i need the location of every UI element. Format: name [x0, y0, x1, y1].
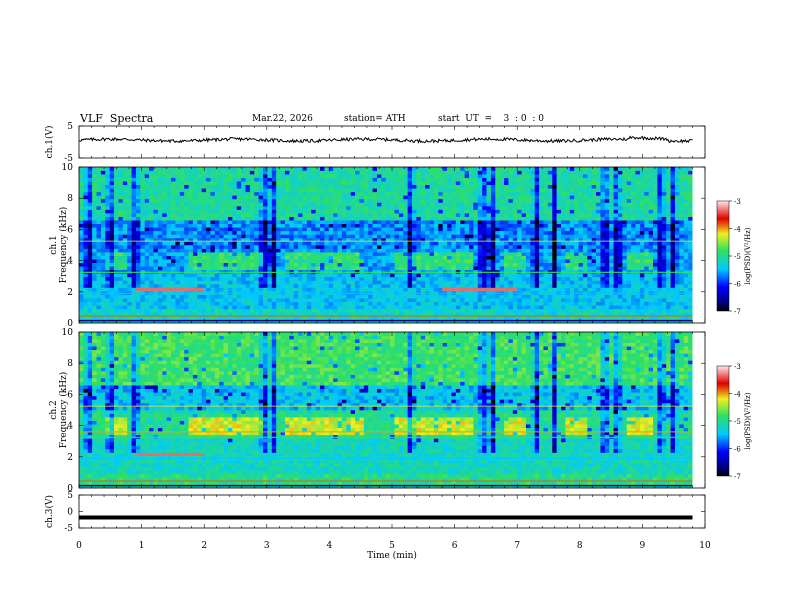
- x-tick-label: 0: [76, 541, 82, 551]
- ch2-spectrogram-colorbar-tick: -6: [734, 446, 741, 454]
- ch2-spectrogram-colorbar-tick: -4: [734, 391, 741, 399]
- x-tick-label: 4: [327, 541, 333, 551]
- header-start-time: start UT = 3 : 0 : 0: [438, 114, 544, 124]
- ch1-spectrogram-colorbar: [716, 200, 730, 312]
- x-tick-label: 9: [640, 541, 646, 551]
- ch2-spectrogram-ylabel: ch.2Frequency (kHz): [49, 372, 69, 449]
- ch2-spectrogram-colorbar-tick: -3: [734, 363, 741, 371]
- ch1-spectrogram-colorbar-tick: -7: [734, 308, 741, 316]
- ch1-waveform-frame: [78, 125, 706, 159]
- header-station: station= ATH: [344, 114, 406, 124]
- x-tick-label: 6: [452, 541, 458, 551]
- ch1-spectrogram-colorbar-tick: -6: [734, 281, 741, 289]
- ch2-spectrogram-colorbar-tick: -5: [734, 418, 741, 426]
- x-axis-label: Time (min): [367, 550, 417, 561]
- x-tick-label: 8: [577, 541, 583, 551]
- x-tick-label: 5: [389, 541, 395, 551]
- x-tick-label: 1: [139, 541, 145, 551]
- ch1-spectrogram-colorbar-tick: -4: [734, 226, 741, 234]
- ch1-spectrogram-ytick-label: 4: [67, 257, 73, 267]
- ch2-spectrogram-ytick-label: 4: [67, 422, 73, 432]
- ch1-waveform-trace: [78, 135, 693, 144]
- ch3-waveform-ylabel: ch.3(V): [44, 495, 55, 528]
- ch2-spectrogram-ytick-label: 10: [62, 328, 74, 338]
- x-tick-label: 2: [201, 541, 207, 551]
- ch2-spectrogram-highlight-0: [135, 452, 205, 456]
- ch1-waveform-ytick-label: 5: [67, 122, 73, 132]
- ch1-spectrogram-ytick-label: 2: [67, 288, 73, 298]
- ch3-waveform-ytick-label: -5: [64, 524, 73, 534]
- ch1-waveform-ytick-label: -5: [64, 154, 73, 164]
- ch2-spectrogram-cells: [79, 332, 705, 489]
- ch3-waveform-ytick-label: 5: [67, 491, 73, 501]
- ch1-spectrogram-ytick-label: 8: [67, 194, 73, 204]
- ch1-spectrogram-ytick-label: 10: [62, 163, 74, 173]
- ch1-waveform-ylabel: ch.1(V): [44, 126, 55, 159]
- ch2-spectrogram-ytick-label: 8: [67, 359, 73, 369]
- ch2-spectrogram-ytick-label: 0: [67, 484, 73, 494]
- ch1-spectrogram-highlight-0: [135, 287, 205, 291]
- x-tick-label: 3: [264, 541, 270, 551]
- ch1-spectrogram-highlight-1: [442, 287, 518, 291]
- ch1-spectrogram-colorbar-tick: -3: [734, 198, 741, 206]
- header-date: Mar.22, 2026: [252, 114, 313, 124]
- ch3-waveform-ytick-label: 0: [67, 508, 73, 518]
- ch1-spectrogram-colorbar-tick: -5: [734, 253, 741, 261]
- ch1-spectrogram-ylabel: ch.1Frequency (kHz): [49, 207, 69, 284]
- ch2-spectrogram-colorbar: [716, 365, 730, 477]
- ch1-spectrogram-ytick-label: 6: [67, 225, 73, 235]
- chart-title: VLF Spectra: [80, 112, 154, 125]
- ch2-spectrogram-ytick-label: 2: [67, 453, 73, 463]
- ch1-spectrogram-colorbar-label: log(PSD)(V²/Hz): [744, 227, 752, 284]
- ch3-waveform-frame: [78, 494, 706, 529]
- x-tick-label: 10: [699, 541, 711, 551]
- ch2-spectrogram-colorbar-tick: -7: [734, 473, 741, 481]
- x-tick-label: 7: [514, 541, 520, 551]
- ch1-spectrogram-cells: [79, 167, 705, 324]
- ch2-spectrogram-ytick-label: 6: [67, 390, 73, 400]
- ch1-spectrogram-ytick-label: 0: [67, 319, 73, 329]
- ch2-spectrogram-colorbar-label: log(PSD)(V²/Hz): [744, 392, 752, 449]
